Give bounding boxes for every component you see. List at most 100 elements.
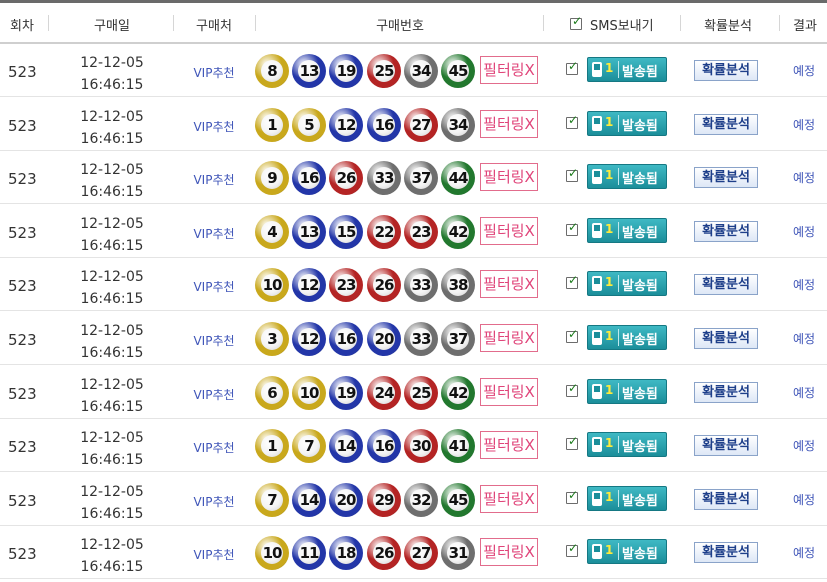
sms-checkbox[interactable]: ✓ [566,113,578,129]
probability-analysis-button[interactable]: 확률분석 [694,542,758,564]
lotto-ball-number: 42 [447,220,469,243]
lotto-ball-number: 37 [447,328,469,350]
filter-button[interactable]: 필터링X [480,163,538,192]
probability-analysis-button[interactable]: 확률분석 [694,113,758,135]
filter-button[interactable]: 필터링X [480,484,538,513]
filter-button[interactable]: 필터링X [480,270,538,299]
lotto-ball: 20 [367,322,401,356]
sms-status-button[interactable]: 1 발송됨 [587,378,667,404]
lotto-ball: 29 [367,482,401,517]
filter-button[interactable]: 필터링X [480,109,538,138]
sms-checkbox[interactable]: ✓ [566,327,578,343]
sms-checkbox[interactable]: ✓ [566,166,578,183]
purchase-time: 16:46:15 [80,505,144,522]
header-round: 회차 [10,19,34,34]
sms-status-button[interactable]: 1 발송됨 [587,271,667,297]
purchase-shop-link[interactable]: VIP추천 [193,441,235,456]
row-divider [0,364,827,365]
sms-checkbox[interactable]: ✓ [566,59,578,75]
table-row: 523 12-12-05 16:46:15 VIP추천 1 7 14 16 [0,419,827,473]
purchase-time: 16:46:15 [80,77,144,93]
sms-status-button[interactable]: 1 발송됨 [587,325,667,350]
lotto-ball-number: 34 [410,60,432,82]
phone-icon [592,330,602,345]
probability-analysis-button[interactable]: 확률분석 [694,60,758,81]
sms-checkbox[interactable]: ✓ [566,381,578,397]
lotto-ball: 20 [329,482,363,517]
filter-button[interactable]: 필터링X [480,538,538,567]
sms-checkbox[interactable]: ✓ [566,273,578,290]
sms-count: 1 [605,61,614,75]
lotto-ball: 25 [404,375,438,410]
filter-button[interactable]: 필터링X [480,216,538,245]
probability-analysis-button[interactable]: 확률분석 [694,274,758,296]
lotto-ball-number: 16 [373,435,395,458]
check-mark-icon: ✓ [567,541,579,556]
purchase-date: 12-12-05 [80,55,144,71]
table-row: 523 12-12-05 16:46:15 VIP추천 1 5 12 16 [0,98,827,151]
probability-analysis-button[interactable]: 확률분석 [694,220,758,242]
sms-select-all-checkbox[interactable]: ✓ [570,14,582,30]
sms-checkbox[interactable]: ✓ [566,434,578,451]
filter-button[interactable]: 필터링X [480,324,538,352]
probability-analysis-button[interactable]: 확률분석 [694,381,758,403]
purchase-shop-link[interactable]: VIP추천 [193,173,235,188]
lotto-ball-number: 19 [335,60,357,82]
sms-status-button[interactable]: 1 발송됨 [587,57,667,82]
row-divider [0,471,827,473]
sms-status-button[interactable]: 1 발송됨 [587,539,667,565]
sms-status-button[interactable]: 1 발송됨 [587,217,667,243]
purchase-shop-link[interactable]: VIP추천 [193,226,235,241]
purchase-shop-link[interactable]: VIP추천 [193,548,235,563]
lotto-ball: 12 [292,268,326,303]
lotto-ball-number: 30 [410,435,432,458]
purchase-shop-link[interactable]: VIP추천 [193,494,235,509]
lotto-ball-number: 44 [447,167,469,190]
lotto-ball: 45 [441,54,475,88]
lotto-ball-number: 18 [335,542,357,565]
lotto-ball-number: 1 [261,435,283,458]
header-shop: 구매처 [196,19,232,34]
purchase-datetime: 12-12-05 16:46:15 [72,481,152,525]
divider [618,275,619,293]
purchase-datetime: 12-12-05 16:46:15 [72,52,152,96]
purchase-shop-link[interactable]: VIP추천 [193,387,235,402]
header-date: 구매일 [94,19,130,34]
sms-checkbox[interactable]: ✓ [566,488,578,504]
purchase-shop-link[interactable]: VIP추천 [193,334,235,348]
lotto-ball-number: 20 [335,488,357,511]
filter-button[interactable]: 필터링X [480,56,538,84]
purchase-shop-link[interactable]: VIP추천 [193,119,235,134]
lotto-ball-number: 34 [447,113,469,136]
lotto-ball-number: 23 [335,274,357,297]
purchase-shop-link[interactable]: VIP추천 [193,280,235,295]
purchase-date: 12-12-05 [80,215,144,232]
row-divider [0,524,827,526]
lotto-ball: 33 [367,161,401,196]
probability-analysis-button[interactable]: 확률분석 [694,488,758,510]
lotto-ball: 23 [404,214,438,249]
sms-status-button[interactable]: 1 발송됨 [587,164,667,190]
probability-analysis-button[interactable]: 확률분석 [694,328,758,349]
purchase-shop-link[interactable]: VIP추천 [193,66,235,80]
lotto-ball: 30 [404,429,438,464]
filter-button[interactable]: 필터링X [480,431,538,460]
lotto-ball-number: 22 [373,220,395,243]
filter-button[interactable]: 필터링X [480,377,538,406]
row-divider [0,417,827,419]
sms-status-button[interactable]: 1 발송됨 [587,110,667,136]
result-status: 예정 [792,439,816,454]
lotto-ball: 23 [329,268,363,303]
lotto-ball: 11 [292,536,326,571]
sms-status-button[interactable]: 1 발송됨 [587,432,667,458]
probability-analysis-button[interactable]: 확률분석 [694,167,758,189]
result-status: 예정 [792,332,816,346]
sms-checkbox[interactable]: ✓ [566,541,578,558]
sms-status-button[interactable]: 1 발송됨 [587,485,667,511]
probability-analysis-button[interactable]: 확률분석 [694,435,758,457]
lotto-ball: 33 [404,268,438,303]
lotto-ball-number: 45 [447,488,469,511]
sms-checkbox[interactable]: ✓ [566,220,578,236]
sms-status-label: 발송됨 [622,547,658,563]
